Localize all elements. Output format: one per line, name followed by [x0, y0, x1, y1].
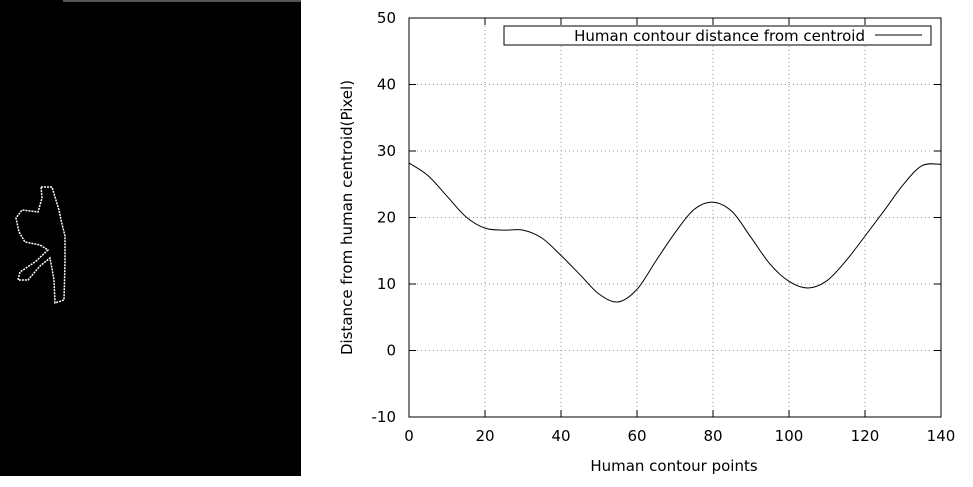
x-tick-label: 120 [851, 427, 880, 445]
y-tick-label: 40 [377, 76, 396, 94]
x-tick-label: 0 [404, 427, 414, 445]
y-tick-label: 50 [377, 9, 396, 27]
y-tick-label: -10 [372, 408, 397, 426]
x-tick-label: 80 [703, 427, 722, 445]
legend-label: Human contour distance from centroid [574, 27, 865, 45]
x-tick-label: 40 [551, 427, 570, 445]
grid-lines [409, 18, 941, 417]
legend: Human contour distance from centroid [503, 25, 932, 46]
x-tick-label: 140 [927, 427, 956, 445]
y-tick-label: 10 [377, 275, 396, 293]
x-tick-label: 60 [627, 427, 646, 445]
series-layer [408, 162, 942, 303]
x-axis-label: Human contour points [590, 457, 758, 475]
series-line [408, 162, 942, 303]
y-tick-label: 0 [386, 342, 396, 360]
human-contour-silhouette [15, 186, 66, 305]
x-tick-label: 100 [775, 427, 804, 445]
image-top-edge [63, 0, 301, 2]
x-tick-labels: 0 20 40 60 80 100 120 140 [404, 427, 955, 445]
y-axis-label: Distance from human centroid(Pixel) [338, 80, 356, 355]
y-tick-label: 30 [377, 142, 396, 160]
y-tick-label: 20 [377, 209, 396, 227]
axis-ticks [408, 17, 942, 418]
y-tick-labels: -10 0 10 20 30 40 50 [372, 9, 397, 426]
x-tick-label: 20 [475, 427, 494, 445]
legend-box [503, 25, 932, 46]
silhouette-image-panel [0, 0, 301, 476]
